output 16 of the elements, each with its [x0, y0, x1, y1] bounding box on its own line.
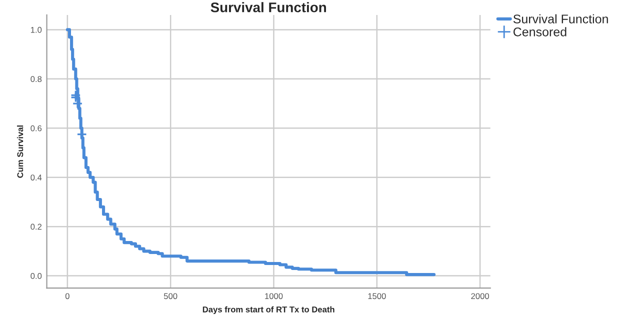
y-tick-label: 0.0 [30, 273, 42, 279]
y-tick-label: 0.8 [30, 76, 42, 82]
x-tick-label: 1500 [368, 293, 386, 300]
legend-label: Censored [514, 27, 566, 36]
y-tick-label: 1.0 [30, 26, 42, 33]
y-tick-label: 0.6 [30, 125, 42, 132]
chart-title: Survival Function [210, 2, 326, 12]
x-tick-label: 0 [65, 293, 70, 300]
y-tick-label: 0.2 [30, 224, 42, 230]
y-tick-label: 0.4 [30, 174, 42, 180]
x-tick-label: 2000 [471, 293, 489, 300]
x-tick-label: 1000 [265, 293, 283, 300]
x-axis-title: Days from start of RT Tx to Death [202, 306, 334, 314]
x-tick-label: 500 [164, 293, 178, 300]
legend-label: Survival Function [513, 14, 608, 24]
y-axis-title: Cum Survival [17, 125, 24, 178]
